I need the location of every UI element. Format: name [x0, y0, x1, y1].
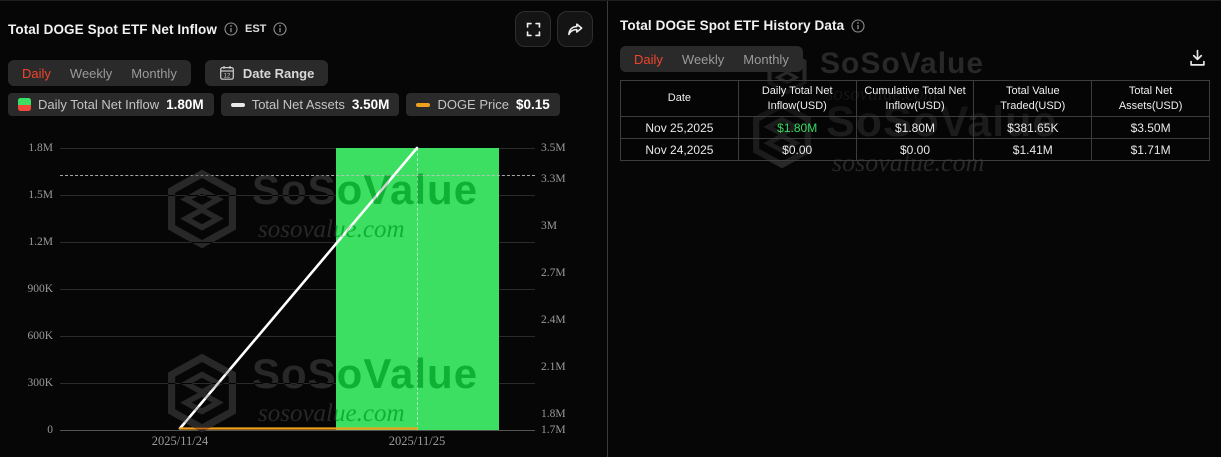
- inflow-bar[interactable]: [335, 148, 499, 430]
- right-axis-tick: 1.8M: [541, 408, 566, 421]
- download-icon: [1190, 49, 1205, 66]
- left-axis-tick: 1.5M: [28, 189, 53, 201]
- tab-weekly[interactable]: Weekly: [69, 65, 113, 81]
- x-axis-line: [60, 430, 535, 432]
- gridline: [60, 148, 535, 149]
- chart-header: Total DOGE Spot ETF Net Inflow EST: [0, 11, 607, 47]
- legend-item-daily-total-net-inflow[interactable]: Daily Total Net Inflow 1.80M: [8, 93, 214, 116]
- chart-controls: Daily Weekly Monthly 12 Date Range: [8, 60, 329, 86]
- crosshair-dashed-line: [417, 148, 418, 430]
- right-axis-tick: 2.1M: [541, 361, 566, 374]
- fullscreen-icon: [526, 22, 540, 36]
- legend-value: $0.15: [515, 97, 550, 112]
- table-header-cell: Total Net Assets(USD): [1091, 80, 1210, 117]
- tab-daily[interactable]: Daily: [22, 65, 51, 81]
- table-header-cell: Total Value Traded(USD): [973, 80, 1093, 117]
- tab-weekly[interactable]: Weekly: [681, 51, 725, 67]
- table-row[interactable]: Nov 24,2025 $0.00 $0.00 $1.41M $1.71M: [620, 138, 1210, 161]
- date-range-button[interactable]: 12 Date Range: [204, 60, 329, 86]
- legend-item-total-net-assets[interactable]: Total Net Assets 3.50M: [220, 93, 400, 116]
- net-inflow-chart-panel: Total DOGE Spot ETF Net Inflow EST Daily…: [0, 1, 607, 457]
- table-title: Total DOGE Spot ETF History Data: [620, 18, 845, 33]
- info-icon[interactable]: [273, 22, 287, 36]
- table-cell-net-assets: $1.71M: [1091, 138, 1210, 161]
- right-axis-tick: 3.3M: [541, 173, 566, 186]
- table-header-cell: Cumulative Total Net Inflow(USD): [855, 80, 975, 117]
- table-cell-value-traded: $1.41M: [973, 138, 1093, 161]
- table-row[interactable]: Nov 25,2025 $1.80M $1.80M $381.65K $3.50M: [620, 116, 1210, 139]
- legend-item-doge-price[interactable]: DOGE Price $0.15: [406, 93, 560, 116]
- left-axis-tick: 0: [47, 424, 53, 436]
- timezone-label: EST: [245, 23, 267, 35]
- right-axis-tick: 1.7M: [541, 424, 566, 436]
- gridline: [60, 195, 535, 196]
- table-cell-date: Nov 25,2025: [620, 116, 739, 139]
- x-axis-tick: 2025/11/25: [388, 434, 446, 448]
- svg-text:12: 12: [223, 73, 230, 79]
- table-header-cell: Daily Total Net Inflow(USD): [737, 80, 857, 117]
- fullscreen-button[interactable]: [515, 11, 551, 47]
- left-axis-tick: 900K: [27, 283, 53, 295]
- gridline: [60, 383, 535, 384]
- period-tabs: Daily Weekly Monthly: [8, 60, 191, 86]
- right-axis-tick: 3.5M: [541, 142, 566, 154]
- legend-value: 1.80M: [166, 97, 204, 112]
- reference-dashed-line: [60, 174, 535, 176]
- legend-swatch-icon: [230, 102, 245, 107]
- tab-monthly[interactable]: Monthly: [131, 65, 177, 81]
- legend-swatch-icon: [416, 102, 431, 107]
- history-table: Date Daily Total Net Inflow(USD) Cumulativ…: [620, 80, 1210, 161]
- info-icon[interactable]: [224, 22, 238, 36]
- left-axis-tick: 600K: [27, 330, 53, 342]
- table-cell-daily-inflow: $1.80M: [737, 116, 857, 139]
- table-cell-daily-inflow: $0.00: [737, 138, 857, 161]
- chart-legend: Daily Total Net Inflow 1.80M Total Net Ass…: [8, 93, 560, 116]
- right-axis-tick: 2.7M: [541, 267, 566, 280]
- info-icon[interactable]: [851, 18, 865, 33]
- swatch-top: [18, 98, 31, 105]
- legend-value: 3.50M: [351, 97, 390, 112]
- table-cell-value-traded: $381.65K: [973, 116, 1093, 139]
- download-button[interactable]: [1186, 46, 1209, 72]
- table-cell-net-assets: $3.50M: [1091, 116, 1210, 139]
- right-axis-tick: 3M: [541, 220, 557, 233]
- x-axis-tick: 2025/11/24: [151, 434, 209, 448]
- share-icon: [568, 23, 583, 36]
- swatch-bottom: [18, 104, 31, 111]
- history-data-panel: Total DOGE Spot ETF History Data Daily We…: [607, 1, 1221, 457]
- table-cell-cumulative-inflow: $0.00: [855, 138, 975, 161]
- left-axis-tick: 300K: [27, 377, 53, 389]
- legend-label: Daily Total Net Inflow: [38, 97, 160, 112]
- tab-monthly[interactable]: Monthly: [743, 51, 789, 67]
- legend-swatch-icon: [18, 98, 31, 111]
- gridline: [60, 242, 535, 243]
- left-axis-tick: 1.8M: [28, 142, 53, 154]
- tab-daily[interactable]: Daily: [634, 51, 663, 67]
- chart-title: Total DOGE Spot ETF Net Inflow: [8, 21, 217, 37]
- legend-label: Total Net Assets: [251, 97, 345, 112]
- total-net-assets-line: [178, 146, 419, 430]
- legend-label: DOGE Price: [437, 97, 509, 112]
- share-button[interactable]: [557, 11, 593, 47]
- table-cell-cumulative-inflow: $1.80M: [855, 116, 975, 139]
- gridline: [60, 289, 535, 290]
- table-cell-date: Nov 24,2025: [620, 138, 739, 161]
- table-period-tabs: Daily Weekly Monthly: [620, 46, 803, 72]
- date-range-label: Date Range: [242, 65, 315, 81]
- calendar-icon: 12: [219, 66, 234, 80]
- table-header-cell: Date: [620, 80, 739, 117]
- left-axis-tick: 1.2M: [28, 236, 53, 248]
- right-axis-tick: 2.4M: [541, 314, 566, 327]
- gridline: [60, 336, 535, 337]
